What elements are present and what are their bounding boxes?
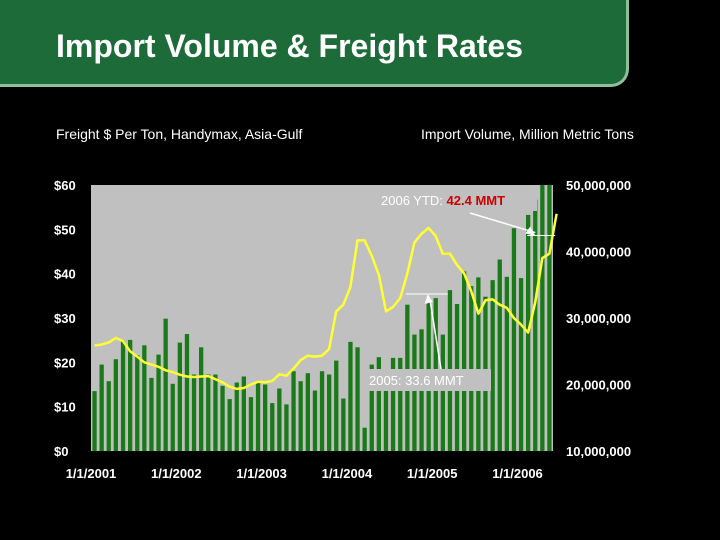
volume-bar: [511, 228, 517, 451]
left-tick-label: $50: [54, 222, 76, 237]
volume-bar: [319, 371, 325, 451]
x-tick-label: 1/1/2006: [492, 466, 543, 481]
annotation-2006: 2006 YTD: 42.4 MMT: [381, 193, 505, 208]
left-tick-label: $20: [54, 355, 76, 370]
volume-bar: [383, 370, 389, 451]
volume-bar: [270, 403, 275, 451]
volume-bar: [113, 359, 118, 451]
annotation-2005-arrow: [428, 297, 442, 370]
freight-rate-line: [94, 213, 558, 391]
volume-bar: [170, 383, 175, 451]
volume-bar: [490, 280, 495, 451]
annotation-box: [365, 369, 491, 391]
annotation-2006-arrowhead: [525, 226, 536, 236]
volume-bar: [191, 374, 197, 451]
x-tick-label: 1/1/2003: [236, 466, 287, 481]
volume-bar: [305, 373, 310, 451]
right-tick-label: 30,000,000: [566, 311, 631, 326]
right-tick-label: 50,000,000: [566, 178, 631, 193]
volume-bar: [156, 354, 161, 451]
volume-bar: [284, 404, 289, 451]
volume-bar: [469, 286, 474, 451]
volume-bar: [177, 342, 182, 451]
volume-bar: [92, 391, 97, 451]
volume-bar: [547, 185, 552, 451]
left-tick-label: $40: [54, 267, 76, 282]
volume-bar: [298, 381, 303, 451]
volume-bar: [199, 347, 204, 451]
page-title: Import Volume & Freight Rates: [56, 28, 524, 64]
volume-bar: [106, 381, 111, 451]
annotation-2005-arrowhead: [424, 294, 433, 305]
volume-bar: [504, 276, 509, 451]
left-tick-label: $0: [54, 444, 68, 459]
volume-bar: [462, 271, 467, 451]
volume-bar: [120, 341, 126, 451]
volume-bar: [227, 399, 232, 451]
right-axis-subtitle: Import Volume, Million Metric Tons: [421, 126, 634, 142]
volume-bar: [348, 341, 353, 451]
volume-bar: [206, 374, 211, 451]
right-tick-label: 40,000,000: [566, 245, 631, 260]
x-tick-label: 1/1/2002: [151, 466, 202, 481]
volume-bar: [255, 381, 261, 451]
right-axis: 10,000,000 20,000,000 30,000,000 40,000,000…: [566, 178, 631, 459]
volume-bar: [533, 199, 538, 451]
volume-bar: [540, 185, 545, 451]
volume-bar: [362, 427, 367, 451]
left-axis: $0 $10 $20 $30 $40 $50 $60: [54, 178, 76, 459]
left-tick-label: $60: [54, 178, 76, 193]
title-bar: [0, 0, 629, 87]
x-axis: 1/1/2001 1/1/2002 1/1/2003 1/1/2004 1/1/2005…: [66, 466, 543, 481]
right-tick-label: 10,000,000: [566, 444, 631, 459]
volume-bar: [341, 398, 346, 451]
volume-bar: [412, 334, 417, 451]
volume-bar: [234, 382, 239, 451]
left-tick-label: $30: [54, 311, 76, 326]
volume-bar: [312, 390, 318, 451]
volume-bar: [369, 364, 374, 451]
volume-bar: [128, 339, 133, 451]
left-axis-subtitle: Freight $ Per Ton, Handymax, Asia-Gulf: [56, 126, 303, 142]
volume-bar: [241, 376, 246, 451]
volume-bar: [334, 360, 339, 451]
left-tick-label: $10: [54, 400, 76, 415]
volume-bar: [497, 259, 502, 451]
annotation-2005: 2005: 33.6 MMT: [369, 373, 464, 388]
volume-bar: [291, 371, 296, 451]
volume-bar: [220, 385, 225, 451]
volume-bar: [184, 334, 190, 451]
annotations: 2006 YTD: 42.4 MMT 2005: 33.6 MMT: [365, 189, 556, 391]
volume-bar: [149, 377, 154, 451]
x-tick-label: 1/1/2004: [322, 466, 373, 481]
annotation-2006-value: 42.4 MMT: [447, 193, 506, 208]
annotation-box: [377, 189, 537, 211]
annotation-2006-arrow: [469, 212, 536, 234]
volume-bar: [476, 277, 481, 451]
volume-bar: [398, 357, 403, 451]
volume-bar: [518, 278, 524, 451]
x-tick-label: 1/1/2001: [66, 466, 117, 481]
volume-bar: [390, 357, 396, 451]
volume-bar: [440, 334, 445, 451]
volume-bar: [213, 374, 218, 451]
annotation-2006-text: 2006 YTD:: [381, 193, 447, 208]
volume-bar: [376, 357, 381, 451]
x-tick-label: 1/1/2005: [407, 466, 458, 481]
volume-bar: [163, 318, 168, 451]
volume-bar: [135, 355, 140, 451]
volume-bar: [355, 347, 360, 451]
volume-bar: [248, 397, 254, 451]
volume-bar: [263, 384, 268, 451]
volume-bar: [277, 388, 282, 451]
right-tick-label: 20,000,000: [566, 378, 631, 393]
volume-bar: [142, 345, 147, 451]
volume-bar: [99, 364, 104, 451]
volume-bar: [327, 374, 332, 451]
